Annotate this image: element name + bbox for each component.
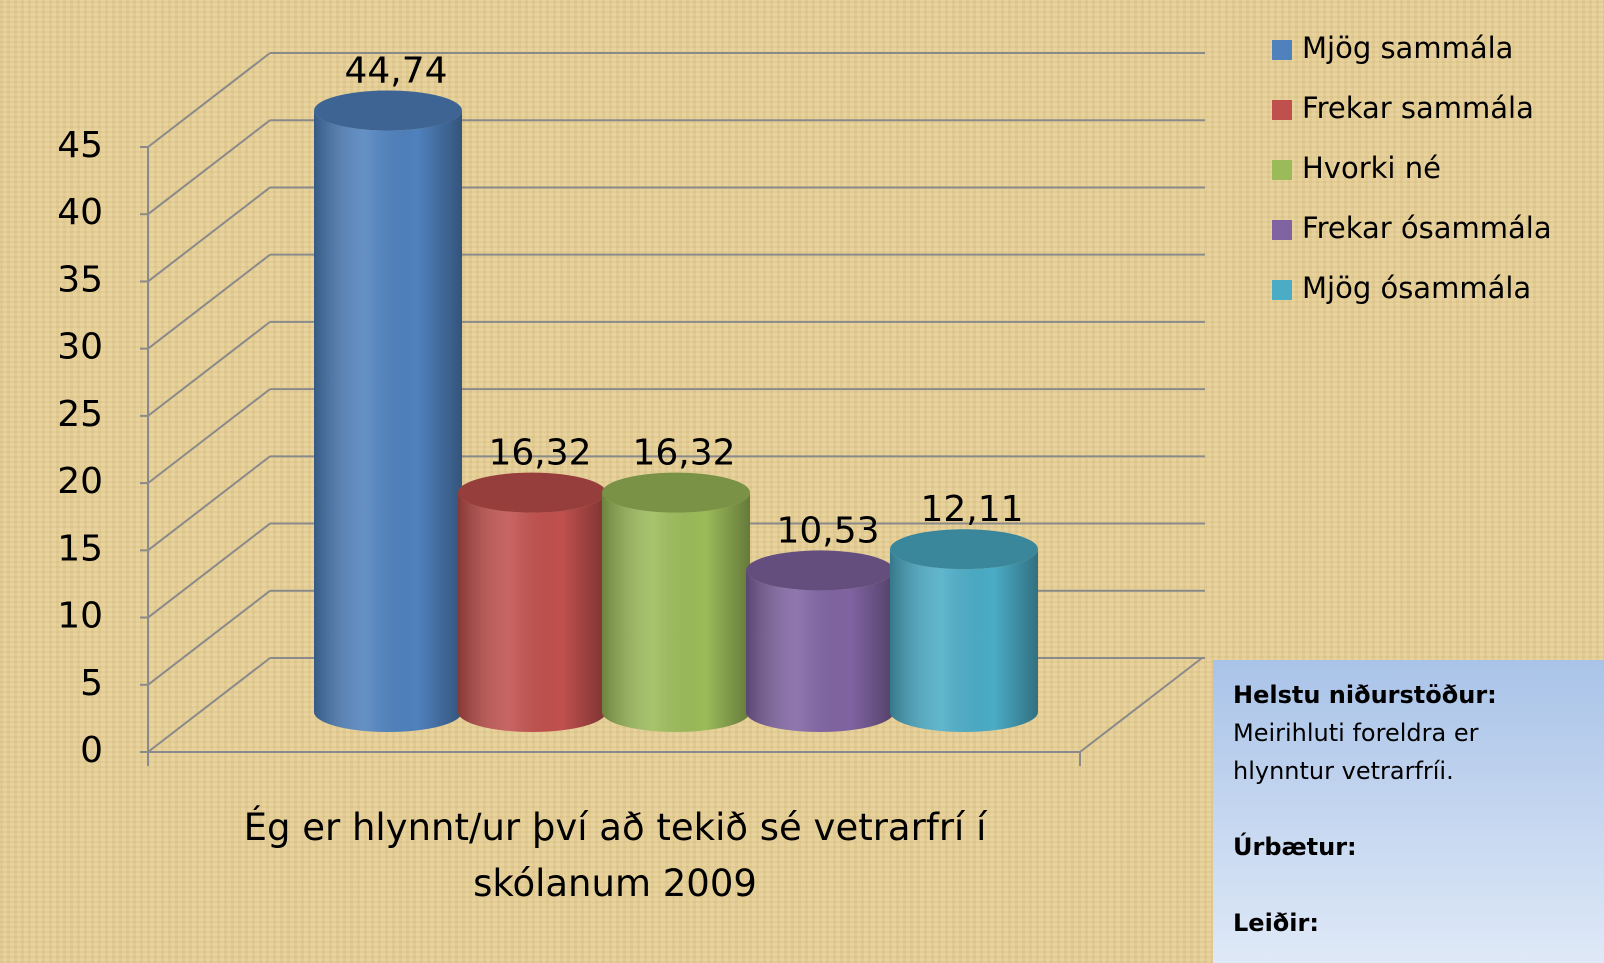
y-tick-label: 15 [57,528,103,569]
floor-edge [1079,657,1203,753]
cylinder-top-shade [746,550,894,591]
legend-swatch [1272,100,1292,120]
grid-line [147,253,271,350]
cylinder-top [602,472,750,513]
box-heading: Helstu niðurstöður: [1233,681,1497,709]
grid-line [147,657,271,753]
y-tick-label: 5 [80,663,103,704]
grid-line [147,119,271,216]
grid-line [147,52,271,148]
value-label: 16,32 [632,433,735,474]
y-tick-label: 25 [57,394,103,435]
grid-line [147,455,271,552]
y-tick-label: 30 [57,327,103,368]
cylinder-top-shade [458,472,606,513]
cylinder-top-shade [314,90,462,131]
y-tick-label: 40 [57,192,103,233]
legend-label: Mjög ósammála [1302,271,1531,305]
y-tick-label: 0 [80,730,103,771]
legend-label: Mjög sammála [1302,31,1513,65]
cylinder-top [890,529,1038,570]
y-tick-label: 20 [57,461,103,502]
grid-line [147,589,271,686]
cylinder-top [458,472,606,513]
cylinder-top [314,90,462,131]
box-body: Meirihluti foreldra er hlynntur vetrarfr… [1233,719,1479,785]
cylinder-shade [602,492,750,732]
y-tick-label: 10 [57,596,103,637]
value-label: 10,53 [776,510,879,551]
value-label: 44,74 [344,50,447,91]
box-item: Leiðir: [1233,909,1319,937]
category-label: Ég er hlynnt/ur því að tekið sé vetrarfr… [243,806,987,905]
value-label: 12,11 [920,489,1023,530]
legend-swatch [1272,160,1292,180]
value-label: 16,32 [488,433,591,474]
cylinder-shade [890,549,1038,732]
legend-swatch [1272,40,1292,60]
cylinder-top-shade [602,472,750,513]
cylinder-shade [746,570,894,732]
grid-line [147,321,271,417]
cylinder-top [746,550,894,591]
y-tick-label: 35 [57,259,103,300]
grid-line [147,388,271,484]
cylinder-shade [314,110,462,733]
legend-swatch [1272,220,1292,240]
legend-label: Frekar ósammála [1302,211,1552,245]
text-box: Helstu niðurstöður: Meirihluti foreldra … [1213,660,1604,963]
y-tick-label: 45 [57,125,103,166]
cylinder-shade [458,492,606,732]
legend-label: Frekar sammála [1302,91,1534,125]
legend-swatch [1272,280,1292,300]
grid-line [147,186,271,283]
grid-line [147,522,271,619]
box-item: Úrbætur: [1233,833,1357,861]
cylinder-top-shade [890,529,1038,570]
legend-label: Hvorki né [1302,151,1441,185]
